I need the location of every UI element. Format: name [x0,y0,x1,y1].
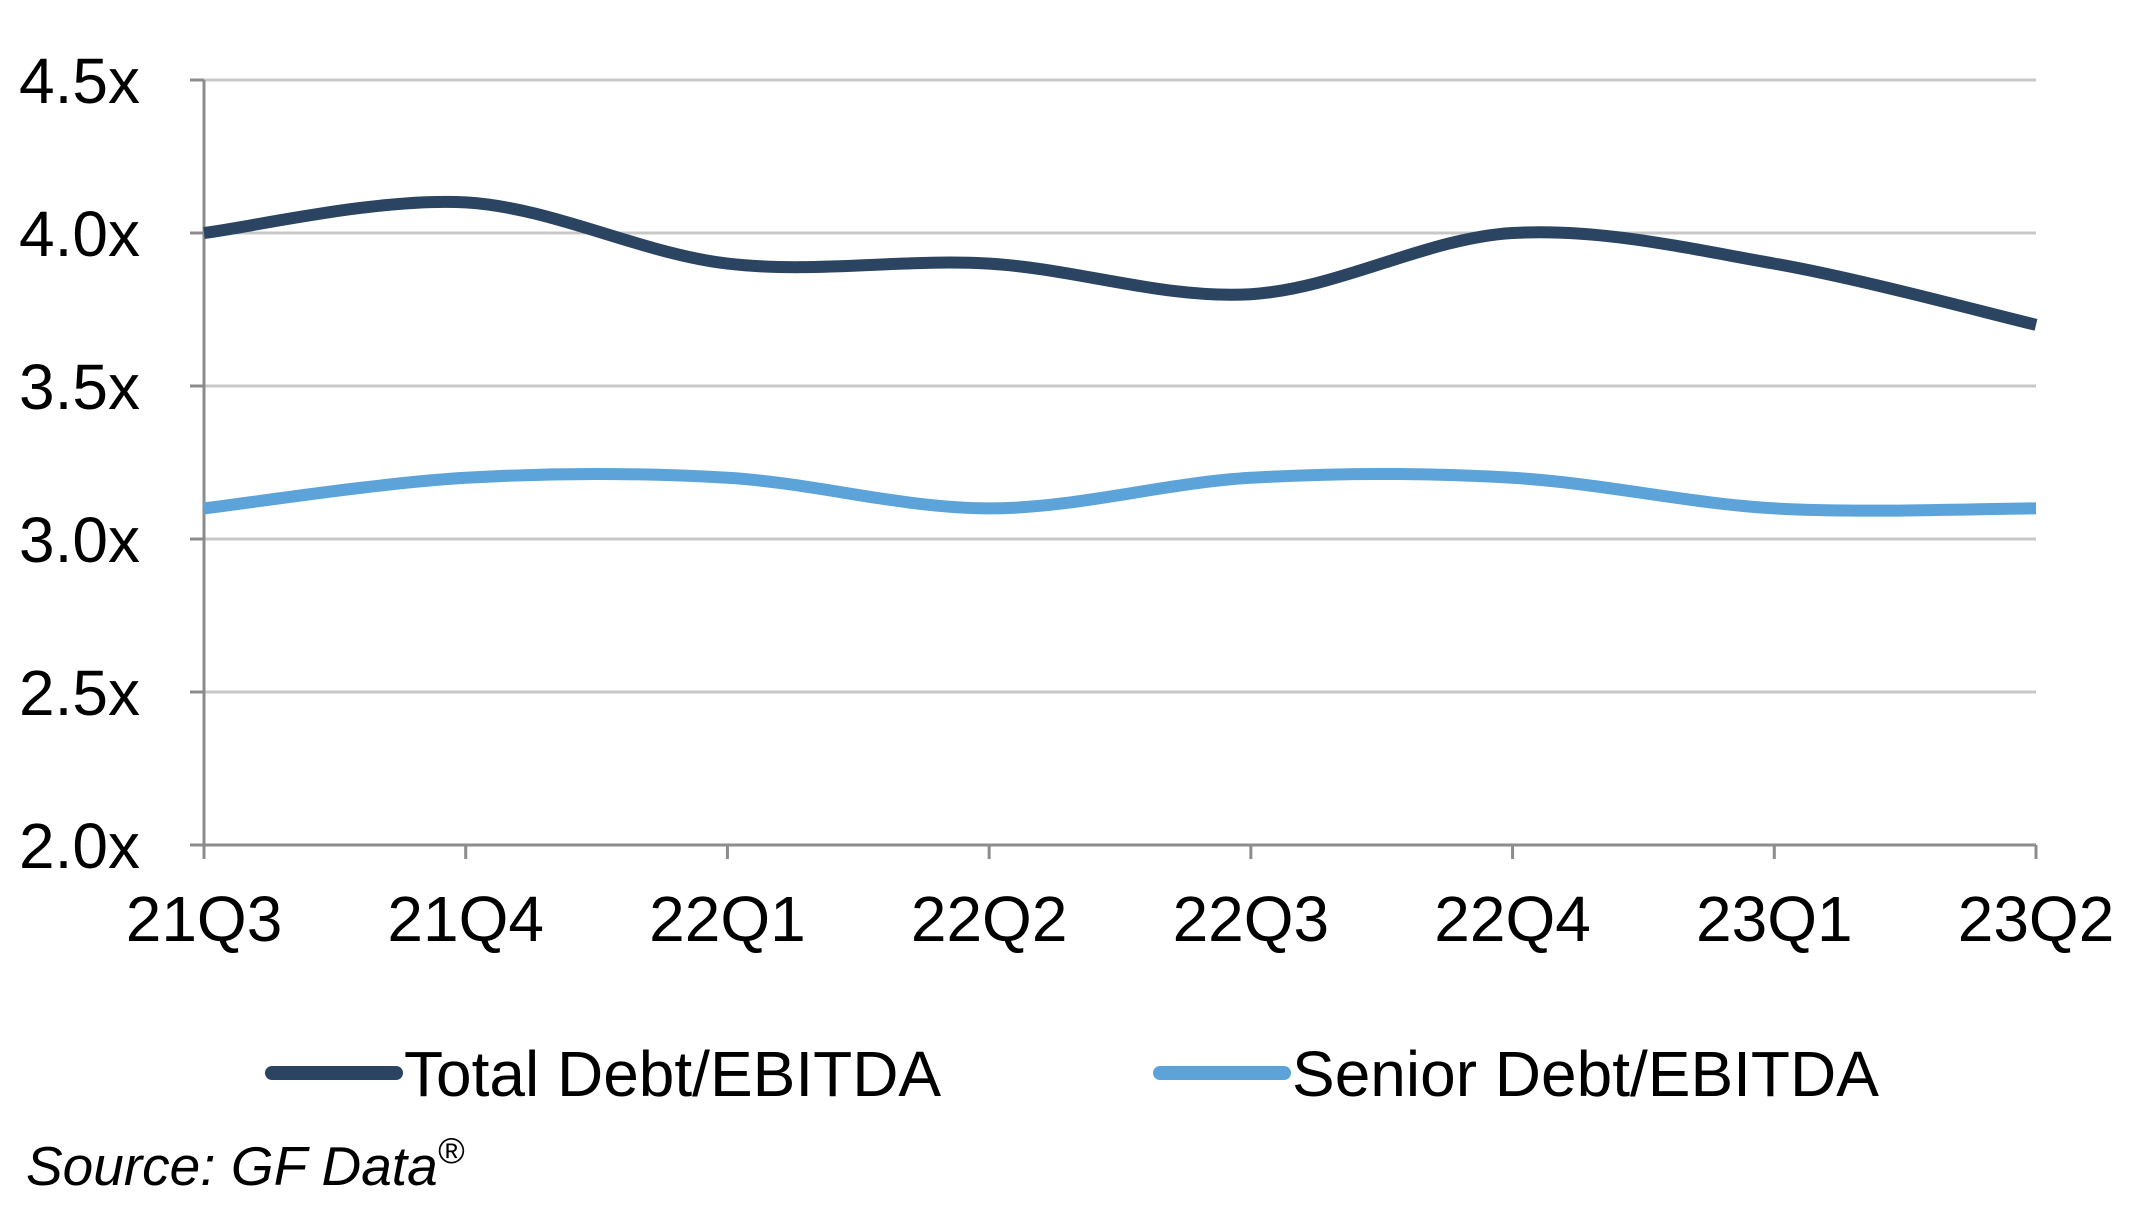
x-axis-tick-labels: 21Q3 21Q4 22Q1 22Q2 22Q3 22Q4 23Q1 23Q2 [126,883,2115,955]
gridlines [204,78,2036,694]
x-tick-label: 22Q2 [911,883,1068,955]
x-tick-label: 22Q4 [1434,883,1591,955]
x-tick-label: 23Q2 [1958,883,2115,955]
y-tick-label: 3.0x [19,504,140,576]
legend: Total Debt/EBITDA Senior Debt/EBITDA [265,1038,1879,1110]
series-line-1 [203,467,2037,517]
x-tick-label: 21Q4 [387,883,544,955]
x-tick-label: 21Q3 [126,883,283,955]
x-tick-label: 22Q1 [649,883,806,955]
y-tick-label: 2.5x [19,657,140,729]
legend-label: Senior Debt/EBITDA [1292,1038,1879,1110]
x-tick-label: 23Q1 [1696,883,1853,955]
y-tick-label: 4.5x [19,45,140,117]
registered-mark: ® [438,1130,465,1171]
source-text: Source: GF Data [26,1135,438,1197]
source-note: Source: GF Data® [26,1130,465,1197]
series-line-0 [203,195,2038,331]
series-lines [203,195,2038,517]
y-axis-tick-labels: 2.0x 2.5x 3.0x 3.5x 4.0x 4.5x [19,45,140,882]
y-tick-label: 3.5x [19,351,140,423]
y-tick-label: 2.0x [19,810,140,882]
y-tick-label: 4.0x [19,198,140,270]
axes [190,78,2038,859]
x-tick-label: 22Q3 [1173,883,1330,955]
legend-label: Total Debt/EBITDA [404,1038,941,1110]
